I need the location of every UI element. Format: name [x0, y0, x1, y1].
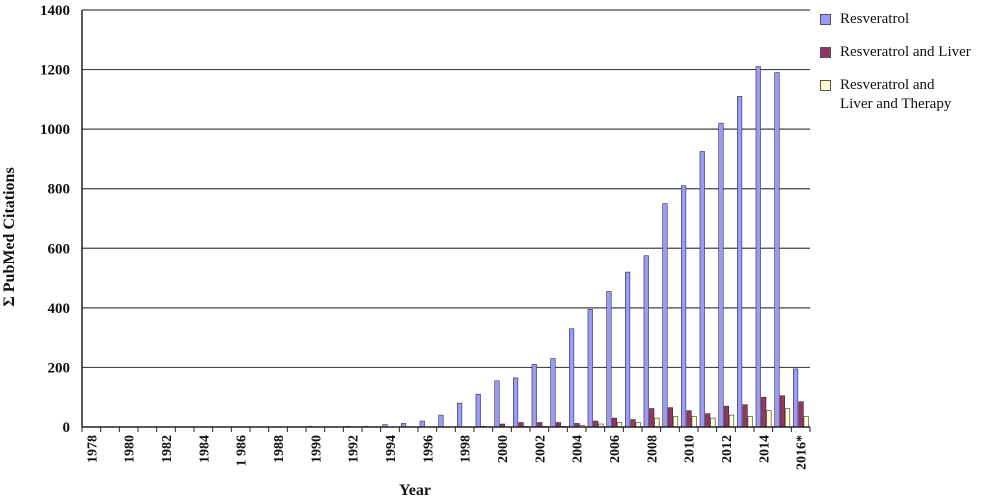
x-tick-label: 1994 [384, 435, 399, 463]
bar-resveratrol-2000 [494, 380, 500, 428]
bar-resveratrol-and-liver-2007 [630, 419, 636, 428]
x-tick-label: 1 986 [235, 435, 250, 467]
bar-resveratrol-2008 [643, 255, 649, 428]
x-tick-label: 1996 [421, 435, 436, 463]
bar-resveratrol-2009 [662, 203, 668, 428]
x-tick-label: 2010 [683, 435, 698, 463]
y-tick-label: 800 [48, 182, 71, 198]
legend-label: Resveratrol and Liver [840, 44, 971, 60]
bar-resveratrol-2015 [774, 72, 780, 428]
bar-resveratrol-1997 [438, 414, 444, 428]
y-tick-label: 200 [48, 360, 71, 376]
bar-resveratrol-and-liver-2013 [742, 404, 748, 428]
bar-resveratrol-and-liver-and-therapy-2012 [728, 414, 735, 428]
y-tick-label: 1000 [40, 122, 70, 138]
bar-resveratrol-1996 [419, 420, 425, 428]
bar-resveratrol-and-liver-2012 [723, 405, 729, 428]
bar-resveratrol-2007 [625, 271, 631, 428]
x-tick-label: 2002 [533, 435, 548, 463]
x-tick-label: 2004 [571, 435, 586, 463]
legend-swatch [820, 80, 831, 91]
bar-resveratrol-and-liver-and-therapy-2010 [691, 416, 697, 428]
bar-resveratrol-and-liver-and-therapy-2011 [710, 417, 716, 428]
bar-resveratrol-and-liver-2010 [686, 410, 692, 428]
bars [307, 66, 809, 428]
y-tick-label: 1400 [40, 3, 70, 19]
x-tick-label: 1988 [272, 435, 287, 463]
bar-resveratrol-2004 [569, 328, 575, 428]
bar-resveratrol-2016 [793, 368, 799, 428]
bar-resveratrol-2001 [513, 377, 519, 428]
bar-resveratrol-1999 [475, 393, 481, 428]
y-tick-label: 1200 [40, 63, 70, 79]
bar-resveratrol-2010 [681, 185, 687, 428]
x-tick-label: 1992 [347, 435, 362, 463]
x-tick-label: 2000 [496, 435, 511, 463]
x-tick-label: 2006 [608, 435, 623, 463]
bar-resveratrol-2013 [737, 96, 743, 428]
x-tick-label: 2014 [757, 435, 772, 463]
x-tick-label: 1998 [459, 435, 474, 463]
bar-resveratrol-2014 [755, 66, 761, 428]
bar-resveratrol-and-liver-and-therapy-2016 [803, 416, 809, 428]
x-axis-label: Year [399, 482, 431, 499]
x-tick-label: 2012 [720, 435, 735, 463]
y-tick-labels: 0 200 400 600 800 1000 1200 1400 [40, 3, 70, 436]
bar-resveratrol-and-liver-and-therapy-2008 [654, 417, 660, 428]
x-tick-label: 1984 [197, 435, 212, 463]
x-tick-labels: 1978 1980 1982 1984 1 986 1988 1990 1992 1994 199… [85, 435, 809, 470]
legend-item-resveratrol-liver-therapy: Resveratrol and Liver and Therapy [820, 76, 998, 114]
bar-resveratrol-1998 [457, 402, 463, 428]
x-tick-label: 2016* [795, 435, 810, 470]
x-tick-label: 1980 [123, 435, 138, 463]
x-tick-label: 1978 [85, 435, 100, 463]
x-tick-label: 1982 [160, 435, 175, 463]
y-tick-label: 600 [48, 241, 71, 257]
bar-resveratrol-and-liver-2006 [611, 417, 617, 428]
legend-item-resveratrol: Resveratrol [820, 10, 998, 29]
bar-resveratrol-and-liver-2011 [705, 413, 711, 428]
legend-label: Resveratrol [840, 11, 910, 27]
bar-resveratrol-and-liver-2014 [761, 396, 767, 428]
bar-resveratrol-2011 [699, 151, 705, 428]
bar-resveratrol-and-liver-and-therapy-2009 [672, 416, 679, 428]
bar-resveratrol-and-liver-and-therapy-2013 [747, 416, 753, 428]
grid-lines [82, 9, 810, 369]
bar-resveratrol-and-liver-2016 [798, 401, 804, 428]
legend-label: Resveratrol and Liver and Therapy [840, 77, 952, 112]
bar-resveratrol-2005 [587, 309, 593, 428]
bar-resveratrol-and-liver-2015 [779, 395, 785, 428]
bar-resveratrol-and-liver-2005 [593, 420, 599, 428]
axes [81, 10, 811, 432]
bar-resveratrol-and-liver-2008 [649, 408, 655, 428]
legend-item-resveratrol-and-liver: Resveratrol and Liver [820, 43, 998, 62]
bar-resveratrol-and-liver-and-therapy-2015 [784, 408, 791, 428]
y-tick-label: 400 [48, 301, 71, 317]
x-tick-label: 2008 [645, 435, 660, 463]
bar-resveratrol-and-liver-2009 [667, 407, 673, 428]
bar-resveratrol-2002 [531, 364, 537, 428]
x-tick-label: 1990 [309, 435, 324, 463]
bar-resveratrol-2006 [606, 291, 612, 428]
y-tick-label: 0 [63, 420, 71, 436]
bar-resveratrol-and-liver-and-therapy-2014 [766, 410, 772, 428]
legend: Resveratrol Resveratrol and Liver Resver… [820, 10, 998, 128]
y-axis-label: Σ PubMed Citations [1, 167, 18, 306]
legend-swatch [820, 47, 831, 58]
bar-resveratrol-2012 [718, 122, 724, 428]
legend-swatch [820, 14, 831, 25]
bar-resveratrol-2003 [550, 358, 556, 428]
